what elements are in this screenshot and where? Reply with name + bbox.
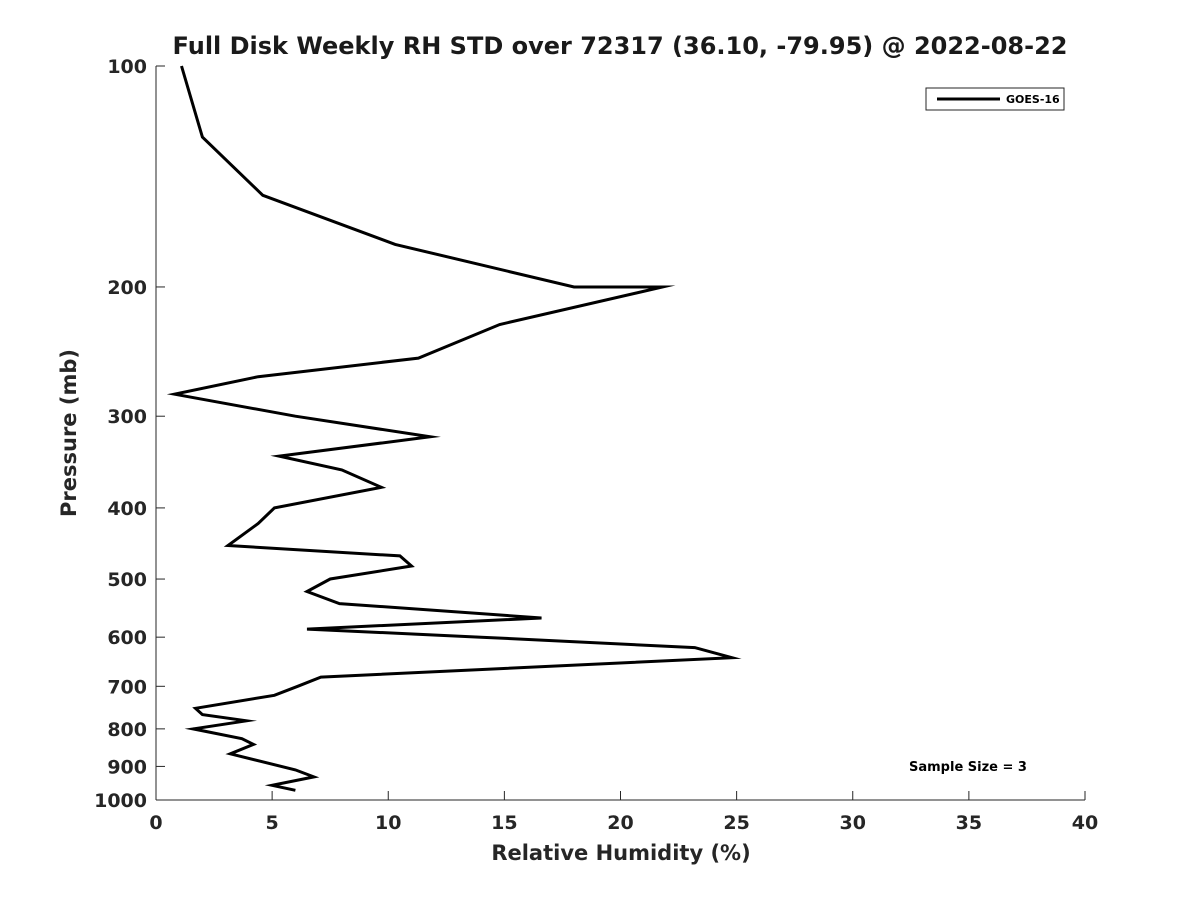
y-tick-label-500: 500 — [107, 569, 147, 591]
chart-title: Full Disk Weekly RH STD over 72317 (36.1… — [173, 32, 1068, 60]
y-tick-label-400: 400 — [107, 498, 147, 520]
sample-size-annotation: Sample Size = 3 — [909, 760, 1027, 775]
y-axis-label: Pressure (mb) — [57, 349, 81, 517]
y-tick-label-900: 900 — [107, 756, 147, 778]
x-tick-label-25: 25 — [723, 812, 749, 834]
x-tick-label-30: 30 — [840, 812, 866, 834]
x-tick-label-5: 5 — [266, 812, 279, 834]
x-tick-label-10: 10 — [375, 812, 401, 834]
y-tick-label-700: 700 — [107, 676, 147, 698]
y-tick-label-1000: 1000 — [94, 790, 147, 812]
y-tick-label-800: 800 — [107, 719, 147, 741]
legend: GOES-16 — [925, 87, 1065, 111]
series-line-goes16 — [166, 65, 742, 792]
x-tick-label-40: 40 — [1072, 812, 1098, 834]
axis-ticks: 0 5 10 15 20 25 30 35 40 100 200 300 400 500 600 700 800… — [94, 56, 1098, 834]
x-tick-label-0: 0 — [149, 812, 162, 834]
series-layer — [166, 65, 742, 792]
y-tick-label-300: 300 — [107, 406, 147, 428]
x-tick-label-15: 15 — [491, 812, 517, 834]
x-tick-label-35: 35 — [956, 812, 982, 834]
legend-label-goes16: GOES-16 — [1006, 93, 1060, 106]
y-tick-label-200: 200 — [107, 277, 147, 299]
y-tick-label-600: 600 — [107, 627, 147, 649]
y-tick-label-100: 100 — [107, 56, 147, 78]
x-tick-label-20: 20 — [607, 812, 633, 834]
x-axis-label: Relative Humidity (%) — [491, 841, 750, 865]
